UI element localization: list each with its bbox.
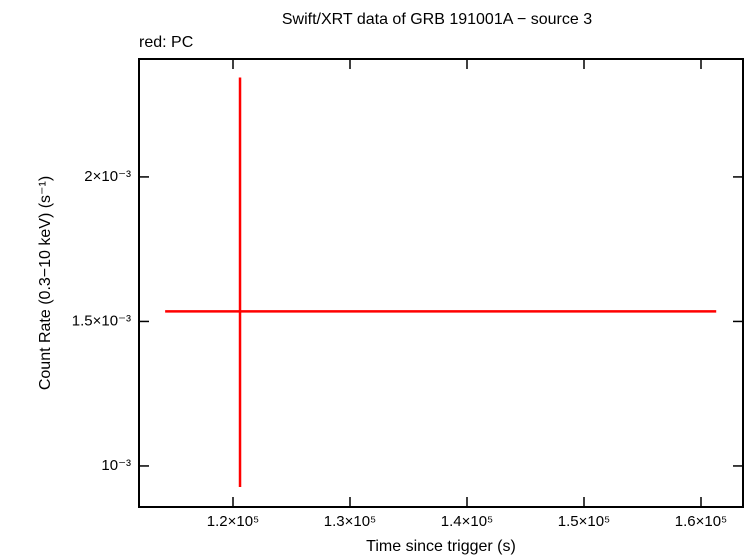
plot-frame: [138, 58, 744, 508]
y-tick-label: 1.5×10⁻³: [72, 312, 131, 329]
x-tick-label: 1.3×10⁵: [324, 513, 377, 530]
x-axis-title: Time since trigger (s): [366, 538, 516, 555]
subtitle: red: PC: [139, 34, 193, 51]
chart-title: Swift/XRT data of GRB 191001A − source 3: [282, 11, 592, 28]
x-tick-label: 1.5×10⁵: [558, 513, 611, 530]
x-tick-label: 1.6×10⁵: [675, 513, 728, 530]
y-tick-label: 2×10⁻³: [84, 168, 131, 185]
y-axis-title: Count Rate (0.3−10 keV) (s⁻¹): [37, 176, 54, 390]
y-tick-label: 10⁻³: [101, 457, 131, 474]
x-tick-label: 1.2×10⁵: [207, 513, 260, 530]
x-tick-label: 1.4×10⁵: [441, 513, 494, 530]
